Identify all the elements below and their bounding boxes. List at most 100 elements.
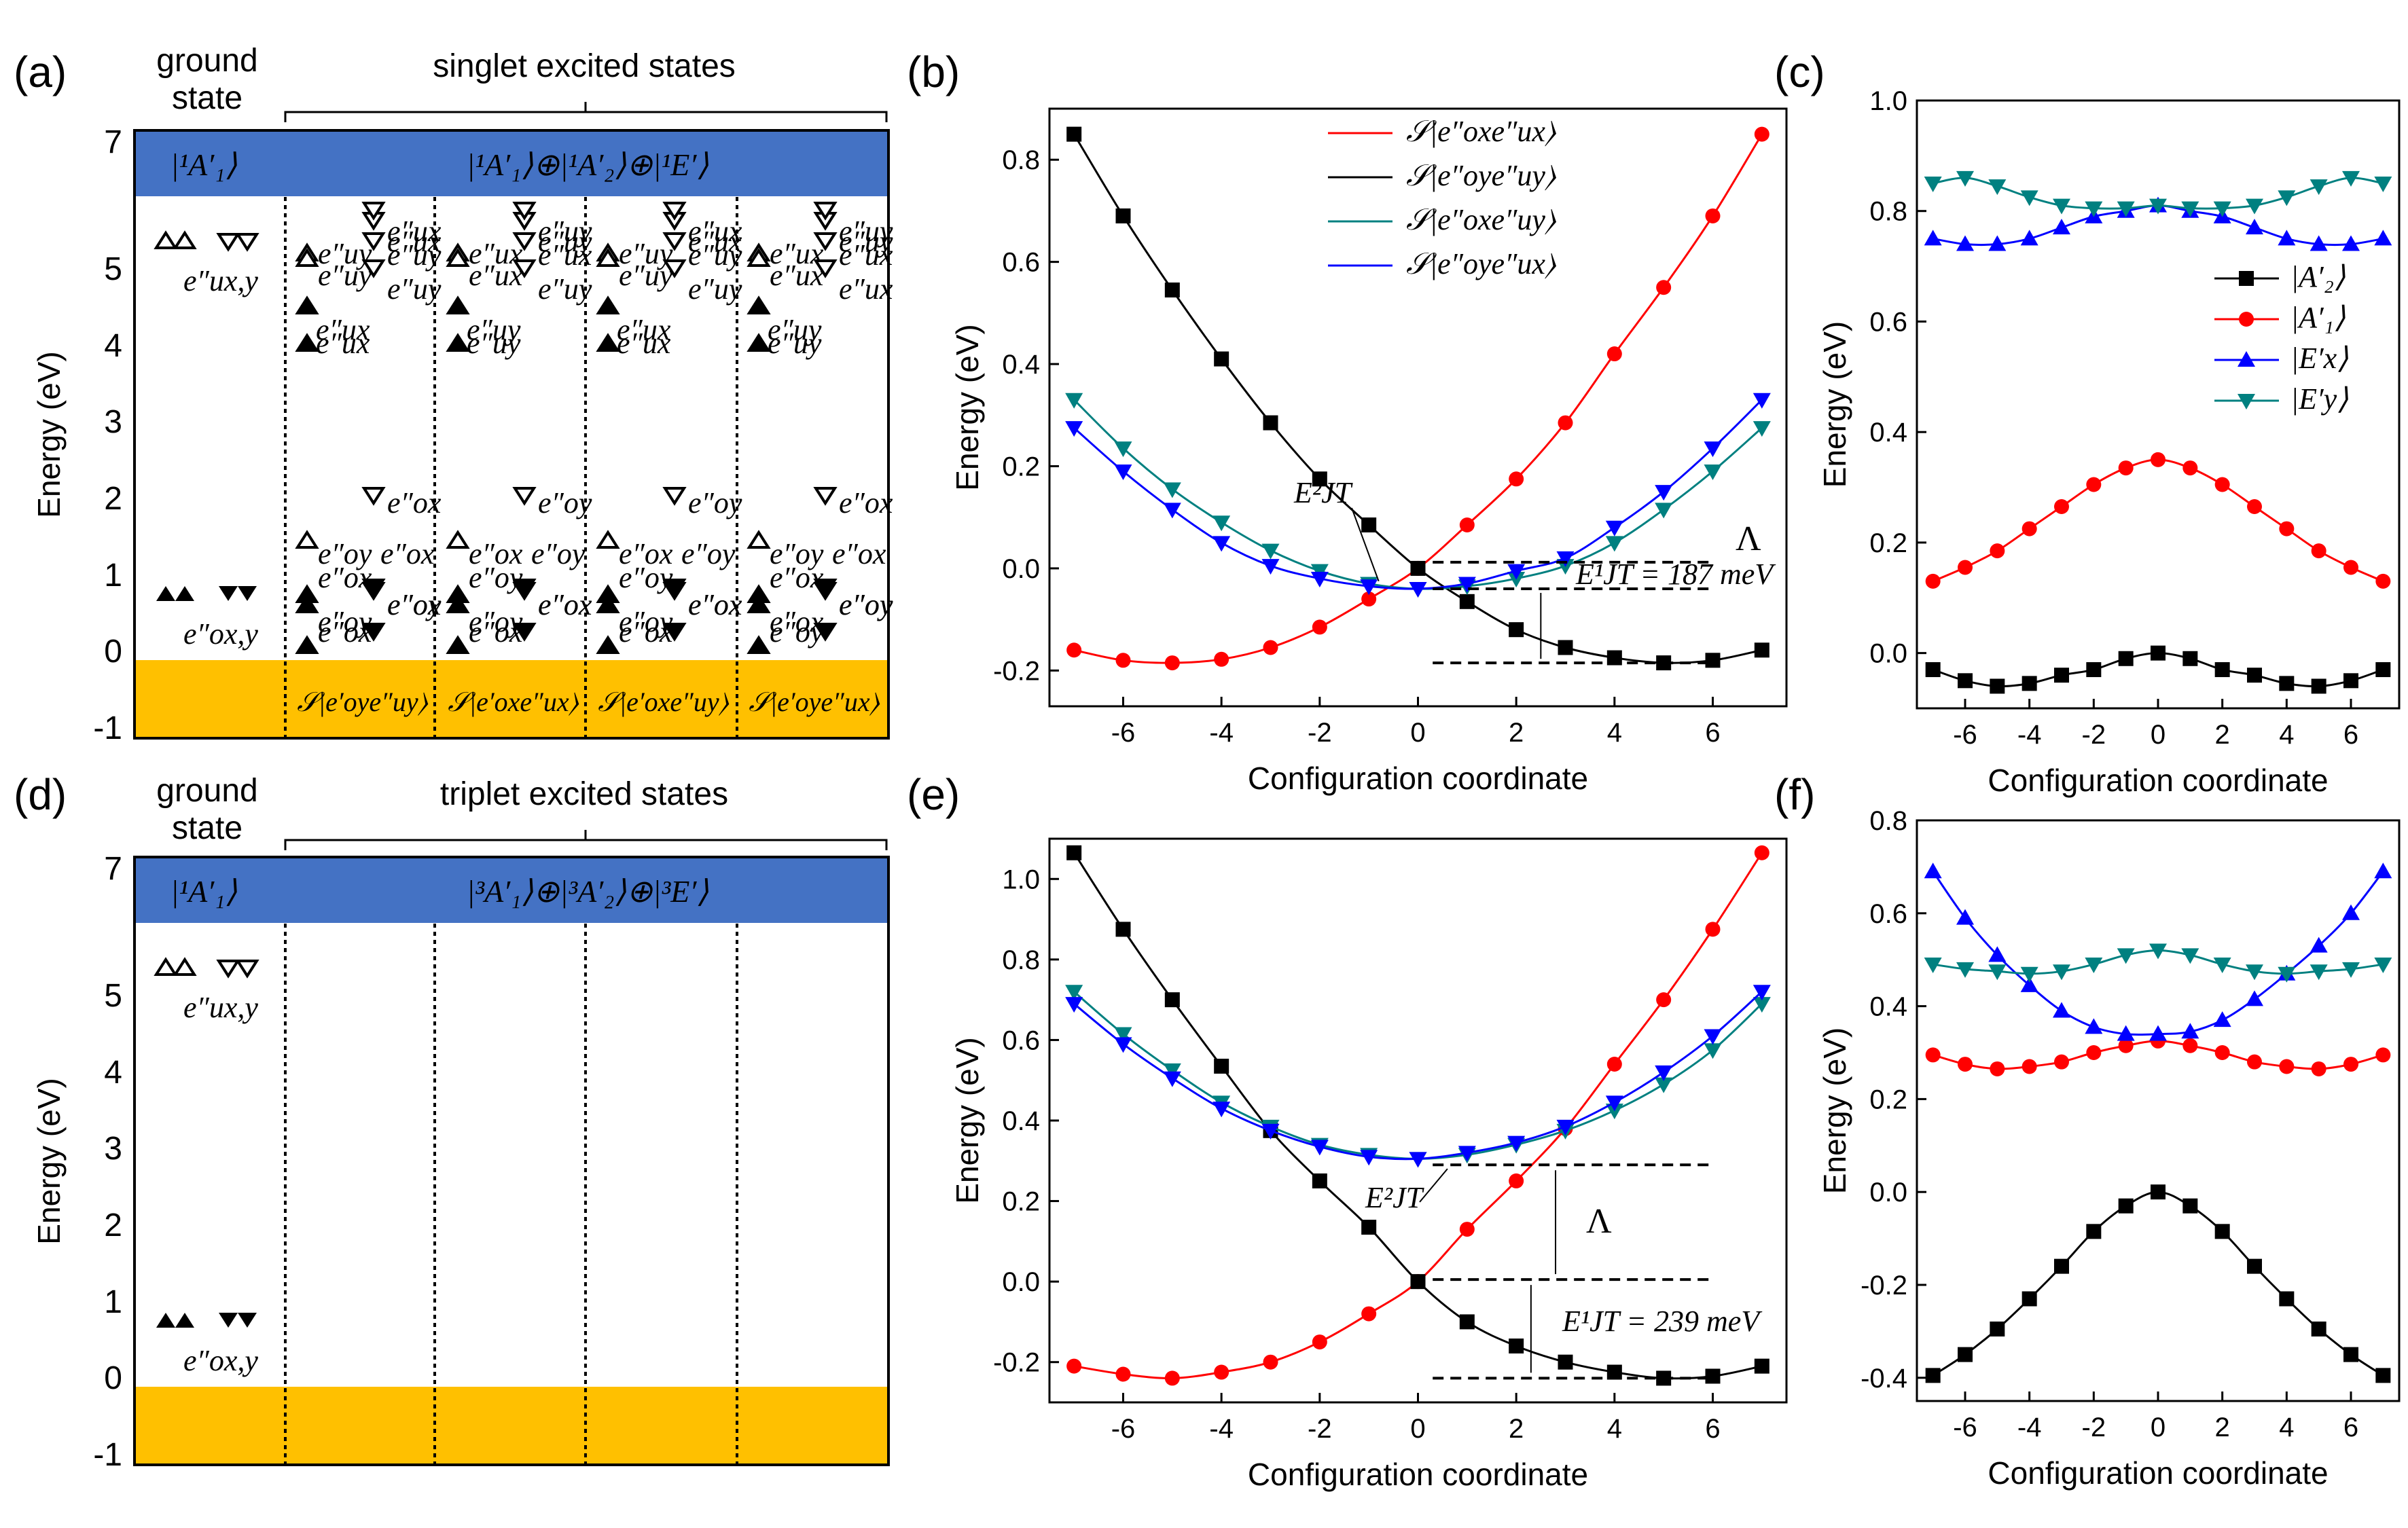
data-point (1115, 1366, 1131, 1382)
column-bottom-label: 𝒮|e′oye″ux⟩ (749, 687, 880, 717)
data-point (2181, 1023, 2199, 1039)
data-point (2279, 1291, 2295, 1307)
y-axis-title: Energy (eV) (31, 351, 67, 517)
data-point (1360, 1150, 1378, 1166)
annotation-lambda: Λ (1586, 1202, 1612, 1241)
data-point (1558, 1354, 1573, 1370)
data-point (2214, 1045, 2230, 1060)
column-dividers (284, 197, 738, 737)
level-mid-open (662, 487, 687, 506)
data-point (2342, 235, 2360, 251)
data-point (1361, 1306, 1377, 1322)
series-line (1932, 1190, 2384, 1377)
level-label: e″ux (316, 327, 370, 360)
y-tick-label: 0.8 (1002, 945, 1040, 975)
data-point (1754, 642, 1769, 658)
x-tick-label: -2 (1308, 1414, 1332, 1444)
level-column: 𝒜|e′oxe″uy⟩e″uxe″uye″uxe″uye″oye″oye″oxe… (596, 202, 742, 654)
data-point (1066, 126, 1082, 142)
level-label: e″uy (467, 327, 521, 360)
x-tick-label: -6 (1953, 1413, 1977, 1442)
data-point (1509, 471, 1524, 487)
level-label: e″uy (538, 225, 592, 258)
y-tick: 7 (104, 124, 122, 160)
level-up-open (512, 202, 537, 221)
data-point (2310, 964, 2328, 981)
level-low-open (596, 530, 620, 549)
annotation-lambda: Λ (1736, 520, 1761, 558)
data-point (2375, 662, 2391, 678)
y-tick: 3 (104, 404, 122, 440)
ground-upper-label: e″ux,y (183, 264, 258, 297)
level-low-filled (446, 594, 470, 613)
data-point (1753, 421, 1771, 437)
data-point (1310, 571, 1329, 587)
x-tick-label: 4 (1607, 1414, 1622, 1444)
top-banner (136, 858, 887, 923)
data-point (1361, 592, 1377, 607)
y-tick-label: 0.6 (1869, 307, 1907, 337)
level-up-filled (295, 295, 319, 314)
y-tick: 5 (104, 978, 122, 1014)
x-tick-label: 0 (1410, 718, 1425, 748)
level-low-filled (596, 635, 620, 654)
level-label: e″uy (467, 313, 521, 346)
data-point (2343, 1057, 2358, 1072)
plot-frame (1916, 819, 2401, 1402)
series (1066, 126, 1769, 671)
data-point (1925, 662, 1941, 678)
data-point (2278, 190, 2296, 206)
level-label: e″ox (469, 615, 523, 649)
data-point (2247, 1054, 2262, 1070)
data-point (2247, 499, 2262, 515)
level-label: e″ux (617, 313, 671, 346)
level-label: e″uy (839, 225, 893, 258)
data-point (2343, 673, 2358, 689)
series (1924, 170, 2392, 217)
data-point (1066, 642, 1082, 658)
data-point (1212, 515, 1231, 532)
data-point (1261, 543, 1280, 560)
data-point (1458, 1146, 1476, 1162)
data-point (1509, 1339, 1524, 1353)
level-label: e″oy (619, 605, 673, 638)
level-up-filled (446, 295, 470, 314)
data-point (1410, 560, 1426, 576)
level-mid-open (361, 487, 386, 506)
y-tick: 1 (104, 558, 122, 594)
data-point (1163, 482, 1181, 498)
y-tick-label: 0.8 (1869, 806, 1907, 836)
level-label: e″ox (688, 588, 742, 621)
y-tick-label: 0.2 (1869, 528, 1907, 558)
data-point (2343, 1347, 2358, 1362)
data-point (2020, 190, 2038, 206)
legend-label: 𝒮|e″oxe″uy⟩ (1406, 203, 1557, 236)
y-tick: -1 (93, 710, 122, 746)
data-point (2247, 668, 2262, 683)
data-point (1958, 1057, 1973, 1072)
excited-brace (284, 830, 888, 850)
data-point (2375, 1047, 2391, 1063)
data-point (2054, 668, 2069, 683)
data-point (1164, 283, 1180, 298)
level-diagram-triplet: ground state triplet excited states |¹A′… (31, 202, 893, 1473)
level-label: e″uy (387, 272, 442, 306)
level-label: e″ox (538, 588, 592, 621)
data-point (2246, 198, 2263, 215)
x-tick-label: -2 (2082, 1413, 2106, 1442)
data-point (1115, 653, 1131, 668)
chart-c: -6 -4 -2 0 2 4 6 0.0 0.2 0.4 0.6 0.8 1.0 Configuratio… (1817, 86, 2401, 798)
annotation-ejt1: E¹JT = 239 meV (1562, 1305, 1763, 1338)
data-point (2375, 573, 2391, 589)
level-label: e″ox (619, 615, 673, 649)
level-low-filled (512, 579, 537, 598)
y-tick-label: 0.4 (1869, 418, 1907, 448)
data-point (2117, 948, 2135, 964)
level-up-open (446, 248, 470, 267)
level-label: e″ox (688, 588, 742, 621)
ground-levels: e″ux,y e″ox,y (154, 230, 259, 651)
level-up-filled (596, 295, 620, 314)
level-up-filled (446, 333, 470, 352)
level-label: e″oy (619, 561, 673, 594)
